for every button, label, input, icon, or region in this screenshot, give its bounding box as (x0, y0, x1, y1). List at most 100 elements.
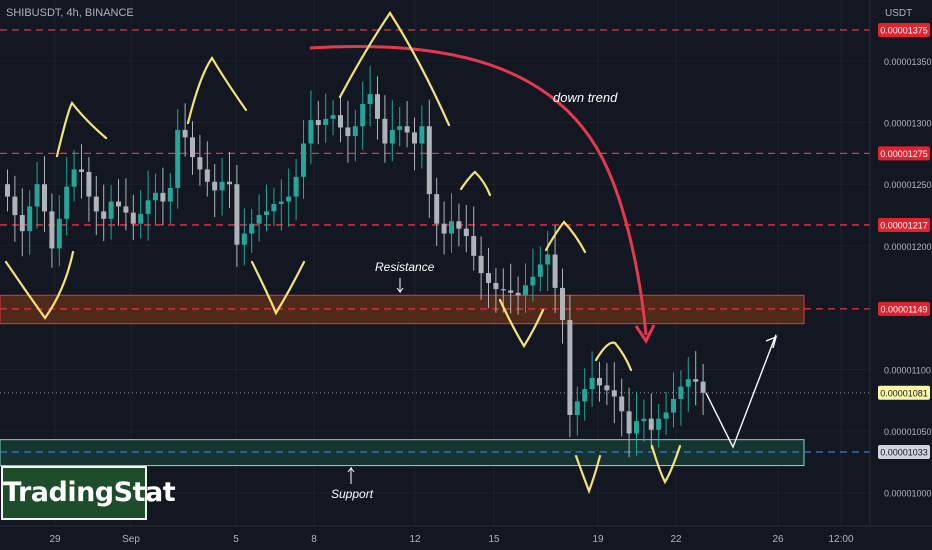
candle-body (471, 236, 477, 256)
time-tick-label: 5 (233, 534, 239, 545)
candle-body (545, 254, 551, 265)
time-tick-label: 8 (311, 534, 317, 545)
time-tick-label: 29 (49, 534, 61, 545)
level-tag (878, 217, 930, 232)
candle-body (190, 137, 195, 158)
price-axis[interactable]: USDT 0.000013500.000013000.000012500.000… (869, 0, 932, 526)
level-tag-label: 0.00001149 (881, 304, 928, 314)
candle-body (278, 201, 284, 204)
candle-body (560, 287, 565, 320)
price-axis-background (870, 0, 932, 526)
swing-marker (186, 55, 248, 125)
candle-body (123, 206, 129, 213)
candle-body (34, 184, 40, 207)
swing-marker (594, 341, 633, 372)
level-lines (0, 29, 870, 453)
candle-body (619, 396, 625, 412)
candle-body (641, 418, 647, 422)
candle-body (101, 211, 107, 219)
swing-marker (338, 10, 451, 127)
level-tag-label: 0.00001033 (880, 448, 928, 458)
candle-body (352, 126, 358, 137)
candle-body (693, 379, 699, 382)
price-tick-label: 0.00001050 (884, 427, 932, 437)
time-tick-labels: 29 Sep 5 8 12 15 19 22 26 12:00 (49, 534, 854, 545)
candle-body (426, 126, 432, 195)
candle-body (182, 129, 188, 138)
candle-body (515, 292, 521, 296)
time-tick-label: Sep (122, 534, 140, 545)
candle-body (160, 192, 166, 202)
candle-body (86, 171, 92, 197)
candle-body (552, 254, 558, 288)
candle-body (219, 181, 225, 191)
candle-body (345, 127, 351, 137)
candlestick-series (5, 66, 706, 458)
candle-body (227, 181, 232, 185)
chart-annotations: down trend Resistance Support (331, 90, 618, 501)
tradingstat-logo: TradingStat (1, 466, 176, 520)
chart-title: SHIBUSDT, 4h, BINANCE (6, 7, 134, 19)
candle-body (441, 223, 447, 234)
candle-body (308, 120, 314, 144)
candle-body (685, 379, 691, 387)
candle-body (271, 203, 277, 212)
candle-body (249, 223, 255, 234)
level-tag (878, 23, 930, 37)
candle-body (611, 390, 617, 397)
time-axis-background (0, 526, 932, 550)
candle-body (315, 120, 321, 126)
price-level-tags: 0.00001375 0.00001275 0.00001217 0.00001149… (878, 23, 930, 459)
candle-body (116, 201, 121, 207)
candle-body (412, 132, 417, 144)
candle-body (700, 381, 706, 393)
candle-body (241, 233, 247, 245)
last-price-tag-label: 0.00001081 (880, 388, 928, 398)
candle-body (138, 213, 144, 224)
time-axis[interactable]: 29 Sep 5 8 12 15 19 22 26 12:00 (0, 525, 932, 550)
candle-body (486, 273, 491, 283)
time-tick-label: 19 (592, 534, 604, 545)
down-trend-arrowhead (634, 324, 656, 344)
candle-body (330, 115, 336, 119)
candle-body (286, 196, 292, 202)
candle-body (656, 418, 662, 430)
candle-body (42, 184, 47, 212)
swing-marker (498, 298, 545, 349)
candle-body (264, 211, 269, 216)
candle-body (79, 169, 84, 172)
candle-body (293, 176, 299, 197)
candle-body (678, 386, 684, 399)
swing-marker (250, 260, 306, 316)
candle-body (397, 126, 403, 130)
time-tick-label: 12 (409, 534, 421, 545)
level-tag-label: 0.00001375 (880, 26, 928, 36)
candle-body (301, 143, 306, 177)
candle-body (604, 385, 610, 391)
price-tick-label: 0.00001100 (884, 365, 931, 375)
candle-body (64, 186, 70, 219)
candle-body (537, 264, 543, 277)
candle-body (12, 196, 18, 216)
swing-marker (574, 454, 602, 495)
candle-body (567, 319, 573, 415)
candle-body (56, 218, 62, 249)
candle-body (49, 211, 55, 249)
candle-body (375, 94, 380, 119)
resistance-label: Resistance (375, 260, 435, 274)
candle-body (204, 169, 210, 182)
candle-body (404, 126, 410, 133)
chart-grid (0, 0, 870, 526)
candle-body (19, 215, 25, 232)
swing-marker (55, 101, 108, 158)
projection-path (705, 334, 777, 449)
time-tick-label: 22 (670, 534, 682, 545)
time-tick-label: 12:00 (828, 534, 853, 545)
down-trend-label: down trend (553, 90, 618, 105)
candle-body (671, 398, 676, 413)
candle-body (145, 200, 151, 214)
candle-body (212, 181, 218, 191)
price-tick-label: 0.00001200 (884, 242, 932, 252)
level-tag-label: 0.00001217 (880, 220, 928, 230)
